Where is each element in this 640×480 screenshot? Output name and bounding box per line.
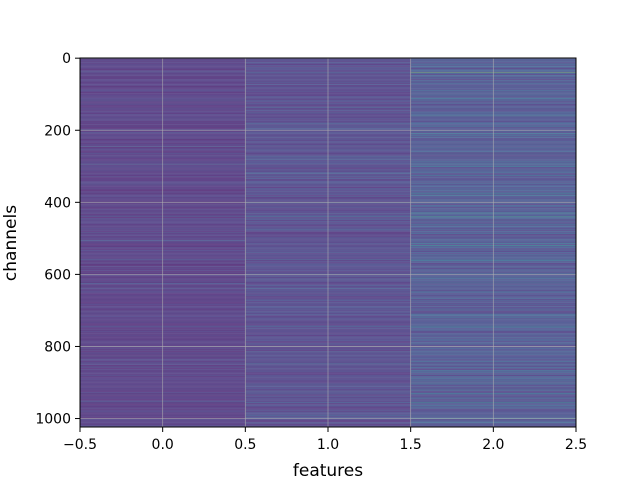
y-tick-label: 200 [44,123,71,139]
x-tick-label: −0.5 [63,437,97,453]
y-tick-label: 600 [44,267,71,283]
x-tick-label: 0.0 [152,437,174,453]
y-axis-label: channels [1,205,21,281]
y-tick-label: 400 [44,195,71,211]
y-axis: 0 200 400 600 800 1000 [35,51,80,428]
y-tick-label: 800 [44,339,71,355]
x-tick-label: 0.5 [234,437,256,453]
x-tick-label: 2.0 [482,437,504,453]
x-axis: −0.5 0.0 0.5 1.0 1.5 2.0 2.5 [63,427,587,453]
y-tick-label: 1000 [35,412,71,428]
y-tick-label: 0 [62,51,71,67]
x-tick-label: 1.5 [400,437,422,453]
x-axis-label: features [293,461,363,480]
x-tick-label: 1.0 [317,437,339,453]
x-tick-label: 2.5 [565,437,587,453]
